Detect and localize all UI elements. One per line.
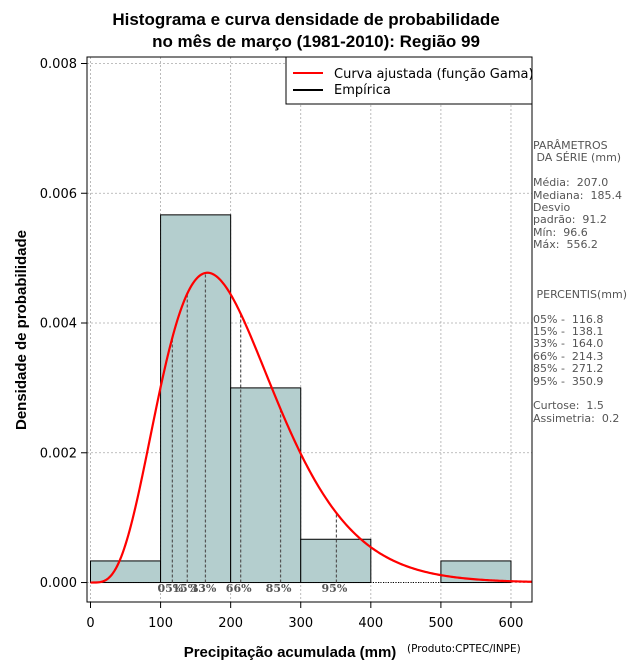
stat-kurtosis: Curtose: 1.5 bbox=[533, 399, 604, 413]
chart-title-line-2: no mês de março (1981-2010): Região 99 bbox=[152, 32, 480, 51]
x-axis-label: Precipitação acumulada (mm) bbox=[184, 644, 397, 660]
y-tick-label-4: 0.008 bbox=[40, 57, 77, 72]
histogram-bar-0 bbox=[90, 560, 162, 584]
legend: Curva ajustada (função Gama) Empírica bbox=[285, 56, 534, 105]
y-tick-label-2: 0.004 bbox=[40, 317, 77, 332]
percentile-label-85: 85% bbox=[266, 582, 292, 595]
percentile-label-05: 05% bbox=[157, 582, 183, 595]
product-credit: (Produto:CPTEC/INPE) bbox=[407, 643, 521, 655]
histogram-bar-3 bbox=[300, 538, 372, 584]
percentile-labels: 05%15%33% 66% 85% 95% bbox=[157, 582, 347, 595]
percentile-lines bbox=[171, 272, 338, 583]
y-tick-label-1: 0.002 bbox=[40, 446, 77, 461]
histogram-bar-1 bbox=[160, 214, 232, 584]
percentile-15: 15% - 138.1 bbox=[533, 325, 604, 339]
x-tick-label-3: 300 bbox=[288, 616, 313, 631]
params-heading-line-2: DA SÉRIE (mm) bbox=[533, 151, 622, 165]
y-axis-label: Densidade de probabilidade bbox=[13, 230, 30, 430]
param-stddev-value: padrão: 91.2 bbox=[533, 213, 607, 227]
x-tick-label-4: 400 bbox=[358, 616, 383, 631]
percentis-heading: PERCENTIS(mm) bbox=[533, 287, 627, 301]
percentile-label-66: 66% bbox=[226, 582, 252, 595]
percentile-05: 05% - 116.8 bbox=[533, 312, 604, 326]
x-tick-label-1: 100 bbox=[148, 616, 173, 631]
params-heading-line-1: PARÂMETROS bbox=[533, 139, 608, 152]
histogram-bar-2 bbox=[230, 387, 302, 584]
param-max: Máx: 556.2 bbox=[533, 238, 598, 252]
percentile-label-15: 15% bbox=[172, 582, 198, 595]
param-mean: Média: 207.0 bbox=[533, 176, 609, 190]
x-tick-label-6: 600 bbox=[499, 616, 524, 631]
x-tick-label-5: 500 bbox=[428, 616, 453, 631]
y-tick-label-0: 0.000 bbox=[40, 576, 77, 591]
param-min: Mín: 96.6 bbox=[533, 225, 588, 239]
chart-title-line-1: Histograma e curva densidade de probabil… bbox=[112, 10, 499, 29]
param-stddev-label: Desvio bbox=[533, 201, 571, 215]
legend-box bbox=[285, 56, 533, 105]
y-tick-label-3: 0.006 bbox=[40, 187, 77, 202]
grid-lines bbox=[87, 57, 532, 602]
series-parameters-panel: PARÂMETROS DA SÉRIE (mm) Média: 207.0 Me… bbox=[533, 139, 640, 425]
stat-skewness: Assimetria: 0.2 bbox=[533, 411, 620, 425]
legend-curve-label: Curva ajustada (função Gama) bbox=[334, 67, 534, 82]
param-median: Mediana: 185.4 bbox=[533, 188, 622, 202]
plot-frame bbox=[86, 56, 533, 603]
x-tick-label-2: 200 bbox=[218, 616, 243, 631]
percentile-85: 85% - 271.2 bbox=[533, 362, 604, 376]
percentile-label-33: 33% bbox=[191, 582, 217, 595]
y-axis-ticks: 0.000 0.002 0.004 0.006 0.008 bbox=[40, 57, 87, 591]
gamma-fit-curve bbox=[90, 271, 533, 584]
percentile-95: 95% - 350.9 bbox=[533, 374, 604, 388]
legend-empirical-label: Empírica bbox=[334, 83, 391, 98]
x-axis-ticks: 0 100 200 300 400 500 600 bbox=[86, 602, 523, 631]
x-tick-label-0: 0 bbox=[86, 616, 94, 631]
percentile-label-95: 95% bbox=[322, 582, 348, 595]
percentile-66: 66% - 214.3 bbox=[533, 349, 604, 363]
percentile-33: 33% - 164.0 bbox=[533, 337, 604, 351]
